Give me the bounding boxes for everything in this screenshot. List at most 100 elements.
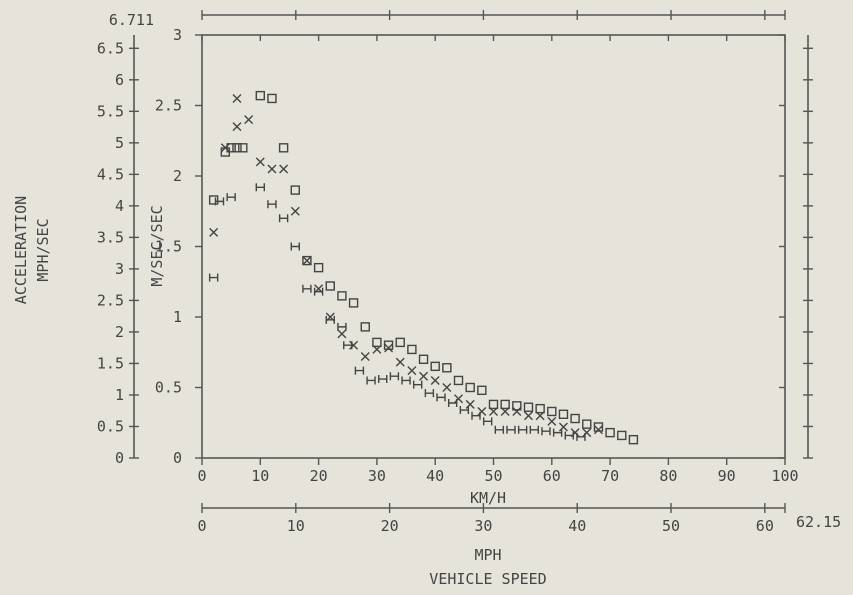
secondary-x-tick-label: 20 xyxy=(381,517,399,535)
data-point-h xyxy=(552,428,563,437)
data-point-x xyxy=(372,344,382,354)
data-point-square xyxy=(558,409,569,419)
data-point-square xyxy=(582,419,592,429)
data-point-square xyxy=(360,322,370,332)
secondary-x-max-label: 62.15 xyxy=(796,513,841,531)
data-point-h xyxy=(401,376,411,385)
data-point-h xyxy=(226,193,236,202)
data-point-x xyxy=(395,357,405,367)
data-point-h xyxy=(214,197,225,206)
data-point-h xyxy=(529,425,540,434)
data-point-h xyxy=(436,393,446,402)
y-tick-label: 1.5 xyxy=(155,238,182,256)
data-point-x xyxy=(337,329,347,339)
data-point-square xyxy=(465,382,475,393)
data-point-h xyxy=(506,425,516,434)
data-point-x xyxy=(465,399,475,409)
data-point-h xyxy=(354,366,365,375)
data-point-x xyxy=(360,351,370,361)
data-point-x xyxy=(477,406,487,416)
data-point-x xyxy=(302,256,312,266)
y-tick-label: 2 xyxy=(173,167,182,185)
data-point-h xyxy=(564,431,574,440)
data-point-square xyxy=(395,337,405,348)
secondary-y-tick-label: 4 xyxy=(115,197,124,215)
data-point-x xyxy=(290,206,300,216)
data-point-square xyxy=(383,340,394,350)
secondary-y-tick-label: 6.5 xyxy=(97,39,124,57)
data-point-h xyxy=(413,380,423,389)
data-point-x xyxy=(267,164,277,174)
data-point-h xyxy=(576,432,586,441)
data-point-h xyxy=(482,417,493,426)
data-point-square xyxy=(302,255,312,266)
data-point-square xyxy=(337,291,347,301)
data-point-x xyxy=(349,340,359,350)
secondary-y-tick-label: 4.5 xyxy=(97,165,124,183)
secondary-y-tick-label: 1.5 xyxy=(97,354,124,372)
data-point-square xyxy=(313,262,324,273)
y-tick-label: 3 xyxy=(173,26,182,44)
secondary-x-tick-label: 10 xyxy=(287,517,305,535)
data-point-square xyxy=(512,401,522,411)
secondary-y-tick-label: 3 xyxy=(115,260,124,278)
data-point-square xyxy=(267,93,277,104)
data-point-square xyxy=(232,143,242,153)
data-point-x xyxy=(220,143,230,153)
secondary-y-tick-label: 0.5 xyxy=(97,417,124,435)
data-point-square xyxy=(547,406,557,417)
data-point-x xyxy=(232,93,242,103)
data-point-x xyxy=(232,122,242,132)
data-point-square xyxy=(570,413,580,424)
x-tick-label: 100 xyxy=(771,467,798,485)
x-tick-label: 60 xyxy=(543,467,561,485)
data-point-h xyxy=(208,273,219,282)
data-point-h xyxy=(471,411,481,420)
y-tick-label: 0.5 xyxy=(155,379,182,397)
data-point-square xyxy=(430,361,440,372)
data-point-square xyxy=(500,399,510,410)
y-axis-label: M/SEC/SEC xyxy=(148,205,166,286)
data-point-h xyxy=(313,287,324,296)
x-tick-label: 20 xyxy=(310,467,328,485)
data-point-h xyxy=(378,375,388,384)
data-point-x xyxy=(244,115,254,125)
data-point-x xyxy=(442,383,452,392)
secondary-x-axis-label: MPH xyxy=(474,546,501,564)
data-point-square xyxy=(617,430,627,441)
data-point-square xyxy=(453,375,464,386)
data-point-x xyxy=(454,394,464,404)
data-point-square xyxy=(278,143,289,153)
data-point-h xyxy=(325,315,335,324)
data-point-h xyxy=(517,425,528,434)
series-x xyxy=(209,93,603,438)
data-point-h xyxy=(337,322,347,331)
data-point-square xyxy=(488,399,499,410)
data-point-x xyxy=(255,157,265,167)
data-point-square xyxy=(290,185,300,195)
series-square xyxy=(208,90,639,445)
data-point-square xyxy=(226,143,236,153)
data-point-h xyxy=(366,376,376,385)
data-point-h xyxy=(302,284,312,293)
secondary-x-tick-label: 40 xyxy=(568,517,586,535)
secondary-y-tick-label: 0 xyxy=(115,449,124,467)
data-point-x xyxy=(407,366,417,376)
data-point-square xyxy=(238,143,248,153)
y-tick-label: 1 xyxy=(173,308,182,326)
data-point-square xyxy=(442,363,452,373)
data-point-x xyxy=(582,428,592,438)
data-point-h xyxy=(267,200,277,209)
y-tick-label: 0 xyxy=(173,449,182,467)
secondary-x-tick-label: 30 xyxy=(474,517,492,535)
data-points xyxy=(208,90,639,445)
data-point-square xyxy=(523,402,534,412)
secondary-y-tick-label: 2 xyxy=(115,323,124,341)
data-point-h xyxy=(389,372,400,381)
data-point-square xyxy=(628,434,639,445)
caption: VEHICLE SPEED xyxy=(429,570,546,588)
x-tick-label: 90 xyxy=(718,467,736,485)
data-point-h xyxy=(494,425,505,434)
